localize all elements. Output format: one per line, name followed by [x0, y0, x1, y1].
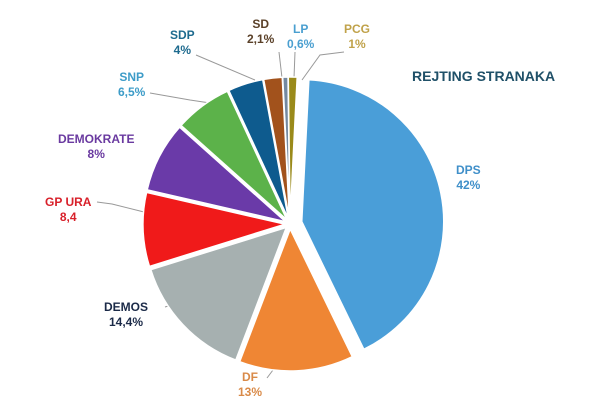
- pie-slice-df: [238, 227, 354, 372]
- label-sdp: SDP 4%: [170, 28, 195, 58]
- label-demokrate: DEMOKRATE 8%: [58, 132, 134, 162]
- label-demos: DEMOS 14,4%: [104, 300, 148, 330]
- leader-line-sdp: [195, 54, 256, 81]
- leader-line-snp: [149, 92, 211, 104]
- leader-line-pcg: [301, 51, 345, 81]
- label-demokrate-name: DEMOKRATE: [58, 132, 135, 146]
- label-dps-value: 42%: [456, 178, 481, 192]
- pie-slice-demokrate: [146, 126, 287, 223]
- pie-slice-pcg: [287, 76, 298, 220]
- leader-line-lp: [293, 51, 296, 79]
- label-gpura: GP URA 8,4: [45, 195, 91, 225]
- label-dps: DPS 42%: [456, 163, 481, 193]
- label-dps-name: DPS: [456, 163, 481, 177]
- pie-slice-snp: [180, 90, 288, 221]
- pie-slice-gp-ura: [142, 191, 288, 268]
- label-pcg-value: 1%: [348, 37, 366, 51]
- label-lp-name: LP: [293, 22, 309, 36]
- label-snp-name: SNP: [119, 70, 145, 84]
- label-sd-value: 2,1%: [247, 32, 275, 46]
- label-gpura-name: GP URA: [45, 195, 92, 209]
- pie-slice-demos: [149, 226, 288, 362]
- label-demokrate-value: 8%: [87, 147, 105, 161]
- label-snp: SNP 6,5%: [118, 70, 145, 100]
- leader-line-gpura: [96, 201, 145, 213]
- label-demos-value: 14,4%: [108, 315, 144, 329]
- label-demos-name: DEMOS: [104, 300, 149, 314]
- label-sd: SD 2,1%: [247, 17, 274, 47]
- label-df: DF 13%: [238, 370, 262, 400]
- label-pcg-name: PCG: [344, 22, 371, 36]
- label-gpura-value: 8,4: [59, 210, 77, 224]
- leader-lines: [96, 51, 433, 379]
- label-lp: LP 0,6%: [287, 22, 314, 52]
- label-df-name: DF: [242, 370, 259, 384]
- pie-slice-sdp: [227, 78, 290, 220]
- pie-slice-dps: [300, 78, 445, 351]
- label-sdp-value: 4%: [173, 43, 192, 57]
- label-df-value: 13%: [238, 385, 263, 399]
- chart-title: REJTING STRANAKA: [412, 68, 556, 84]
- label-snp-value: 6,5%: [118, 85, 146, 99]
- label-sdp-name: SDP: [170, 28, 195, 42]
- leader-line-sd: [278, 51, 283, 79]
- label-sd-name: SD: [252, 17, 270, 31]
- label-pcg: PCG 1%: [344, 22, 370, 52]
- label-lp-value: 0,6%: [287, 37, 315, 51]
